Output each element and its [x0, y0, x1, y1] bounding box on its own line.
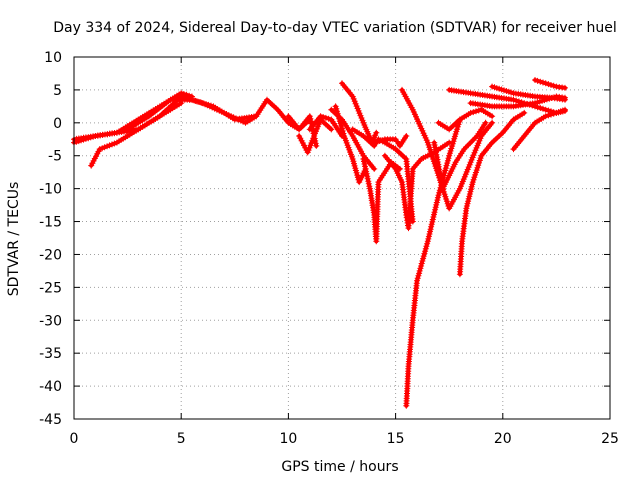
y-tick-label: -35 [39, 346, 62, 362]
series-markers [124, 96, 260, 133]
y-tick-label: -30 [39, 313, 62, 329]
x-tick-label: 5 [177, 431, 186, 447]
y-tick-label: 5 [53, 83, 62, 99]
series-track-25 [510, 108, 568, 153]
y-tick-label: -15 [39, 215, 62, 231]
series-track-4 [124, 96, 260, 133]
series-markers [532, 77, 568, 91]
y-tick-label: 0 [53, 116, 62, 132]
series-track-20 [456, 109, 528, 278]
series-track-18 [431, 119, 489, 192]
y-axis-label: SDTVAR / TECUs [6, 182, 22, 297]
series-markers [360, 156, 403, 245]
chart-title: Day 334 of 2024, Sidereal Day-to-day VTE… [53, 20, 616, 36]
y-tick-label: -25 [39, 280, 62, 296]
y-tick-label: 10 [44, 50, 62, 66]
series-track-9 [332, 103, 369, 186]
series-markers [435, 106, 496, 133]
series-track-12 [371, 133, 410, 149]
series-markers [510, 108, 568, 153]
series-markers [306, 113, 345, 139]
data-series [71, 77, 568, 409]
x-tick-label: 10 [279, 431, 297, 447]
series-markers [371, 133, 410, 149]
x-tick-label: 20 [494, 431, 512, 447]
y-tick-label: -45 [39, 412, 62, 428]
y-tick-label: -10 [39, 182, 62, 198]
series-markers [456, 109, 528, 278]
x-tick-label: 0 [70, 431, 79, 447]
series-markers [296, 116, 335, 156]
x-tick-label: 15 [387, 431, 405, 447]
series-track-3 [88, 100, 185, 169]
series-track-19 [435, 106, 496, 133]
axis-ticks: 0 5 10 15 20 25 10 5 0 -5 -10 -15 -20 -25 -30 -35 -40 -45 [39, 50, 619, 447]
y-tick-label: -40 [39, 379, 62, 395]
series-markers [489, 83, 568, 103]
series-markers [392, 146, 416, 225]
series-track-10 [339, 80, 380, 146]
plot-frame [73, 56, 611, 420]
series-markers [88, 100, 185, 169]
series-markers [332, 103, 369, 186]
series-track-6 [296, 116, 335, 156]
x-axis-label: GPS time / hours [281, 459, 398, 475]
y-tick-label: -5 [48, 149, 62, 165]
series-track-23 [489, 83, 568, 103]
x-tick-label: 25 [601, 431, 619, 447]
series-track-24 [532, 77, 568, 91]
series-markers [431, 119, 489, 192]
y-tick-label: -20 [39, 247, 62, 263]
series-track-7 [306, 113, 345, 139]
series-track-15 [392, 146, 416, 225]
series-markers [339, 80, 380, 146]
